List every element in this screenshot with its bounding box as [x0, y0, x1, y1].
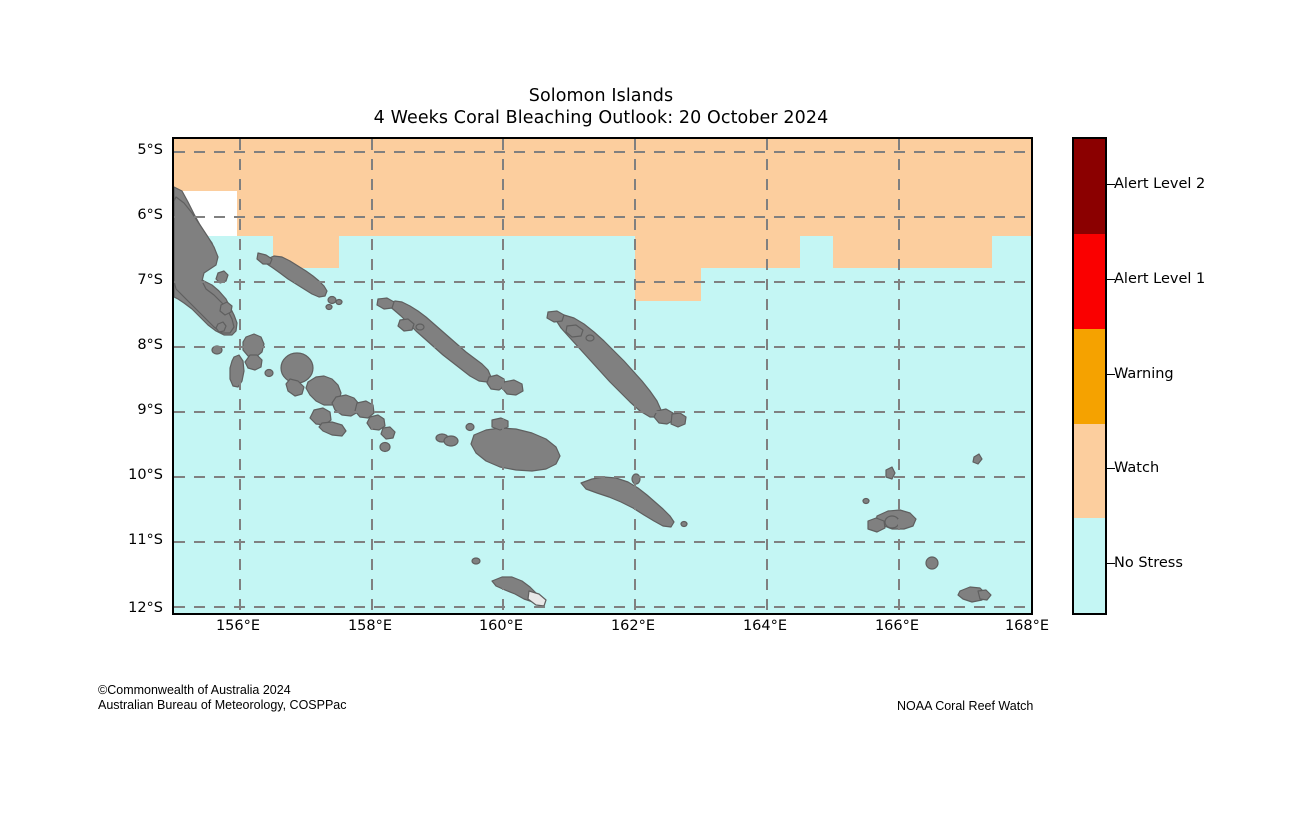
lat-tick-5s: 5°S: [137, 142, 163, 158]
lon-tick-164e: 164°E: [742, 618, 788, 634]
lon-tick-156e: 156°E: [215, 618, 261, 634]
legend-tick-no-stress: [1107, 563, 1115, 564]
legend-band-warning: [1074, 329, 1105, 424]
page-title: Solomon Islands 4 Weeks Coral Bleaching …: [0, 85, 1202, 129]
legend-band-no-stress: [1074, 518, 1105, 613]
legend-label-watch: Watch: [1114, 460, 1160, 476]
legend-tick-watch: [1107, 468, 1115, 469]
legend-tick-alert-level-2: [1107, 184, 1115, 185]
lat-tick-8s: 8°S: [137, 337, 163, 353]
lat-tick-10s: 10°S: [128, 467, 163, 483]
map-plot-area: [172, 137, 1033, 615]
lat-tick-6s: 6°S: [137, 207, 163, 223]
legend-band-alert-level-1: [1074, 234, 1105, 329]
lat-tick-7s: 7°S: [137, 272, 163, 288]
lon-tick-158e: 158°E: [347, 618, 393, 634]
lat-tick-9s: 9°S: [137, 402, 163, 418]
legend-tick-alert-level-1: [1107, 279, 1115, 280]
lat-tick-11s: 11°S: [128, 532, 163, 548]
lat-tick-12s: 12°S: [128, 600, 163, 616]
legend-label-warning: Warning: [1114, 366, 1174, 382]
footer-copyright: ©Commonwealth of Australia 2024: [98, 683, 291, 697]
lon-tick-168e: 168°E: [1004, 618, 1050, 634]
legend-colorbar: [1072, 137, 1107, 615]
region-watch: [174, 139, 1031, 301]
map-svg: [174, 139, 1031, 613]
legend-band-alert-level-2: [1074, 139, 1105, 234]
legend-band-watch: [1074, 424, 1105, 518]
title-line-product: 4 Weeks Coral Bleaching Outlook: 20 Octo…: [373, 108, 829, 128]
footer-agency: Australian Bureau of Meteorology, COSPPa…: [98, 698, 347, 712]
lon-tick-166e: 166°E: [874, 618, 920, 634]
title-line-region: Solomon Islands: [528, 86, 674, 106]
legend-label-no-stress: No Stress: [1114, 555, 1183, 571]
footer-attribution: ©Commonwealth of Australia 2024 Australi…: [98, 683, 347, 713]
lon-tick-162e: 162°E: [610, 618, 656, 634]
legend-tick-warning: [1107, 374, 1115, 375]
lon-tick-160e: 160°E: [478, 618, 524, 634]
footer-data-source: NOAA Coral Reef Watch: [897, 699, 1034, 713]
gridlines: [174, 139, 1031, 613]
legend-label-alert-level-1: Alert Level 1: [1114, 271, 1206, 287]
legend-label-alert-level-2: Alert Level 2: [1114, 176, 1206, 192]
